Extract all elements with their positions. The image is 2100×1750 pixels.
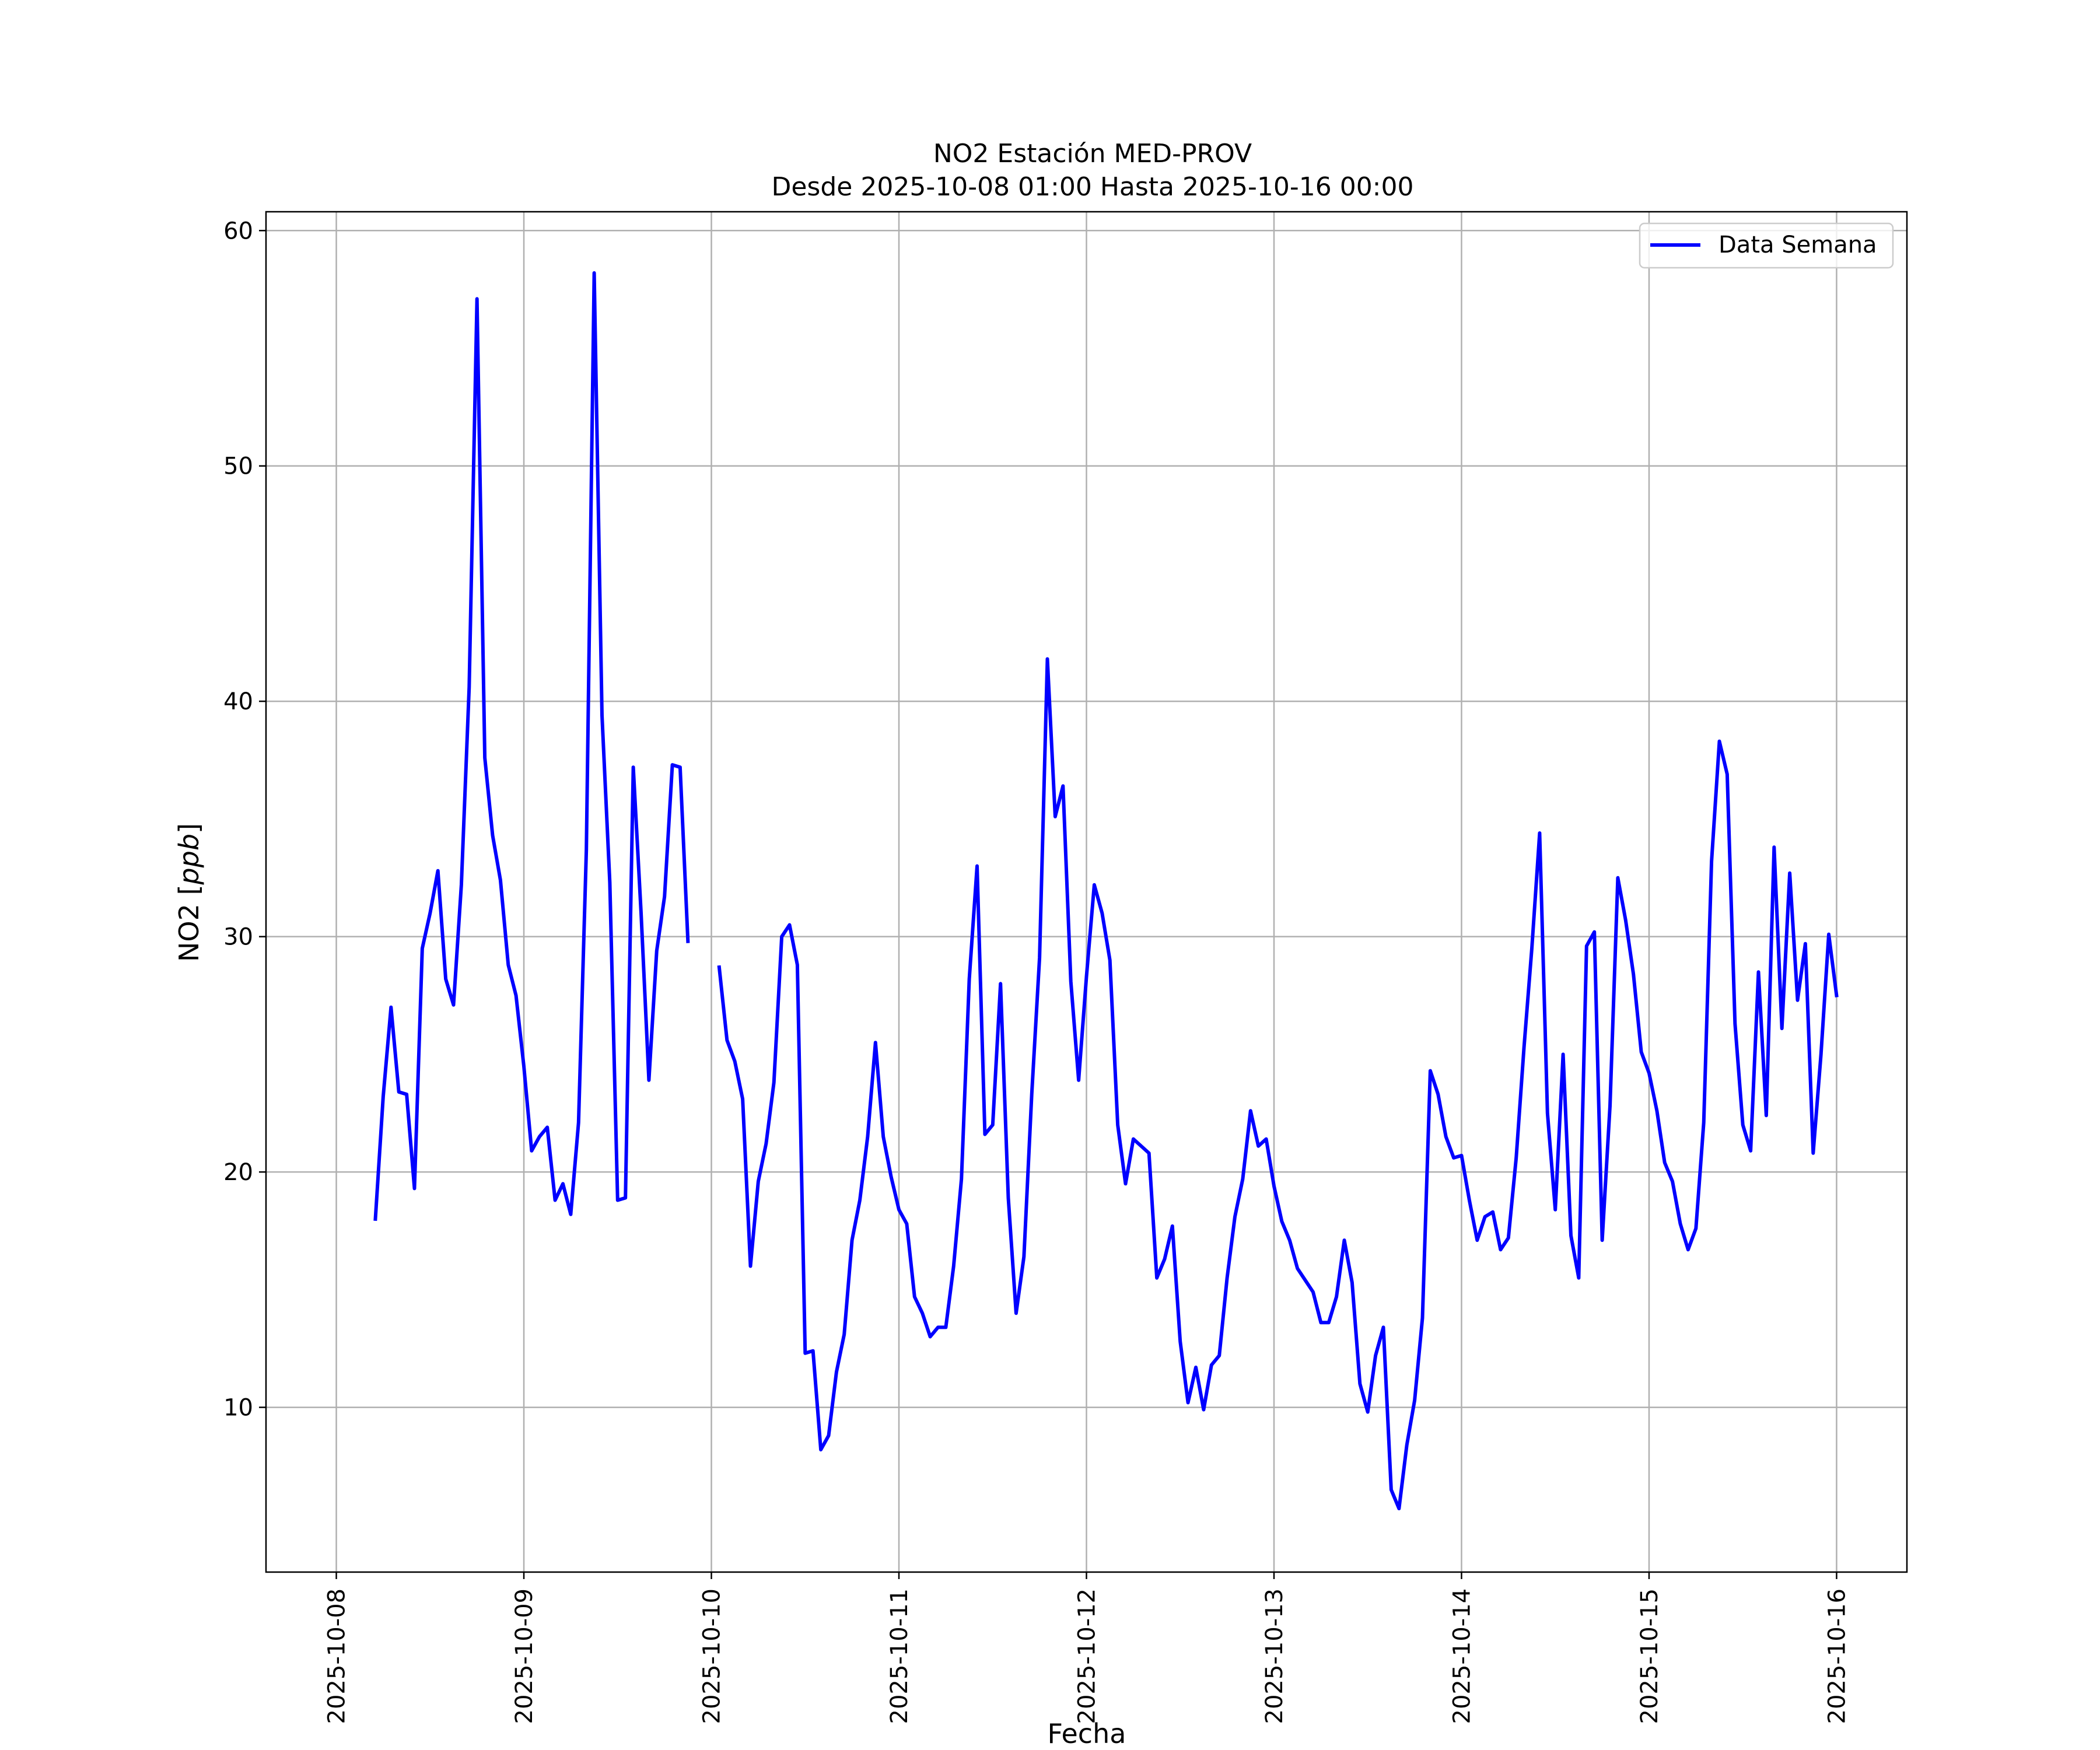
x-tick-label: 2025-10-13 — [1261, 1588, 1288, 1724]
x-tick-label: 2025-10-16 — [1824, 1588, 1850, 1724]
y-axis-label: NO2 [ppb] — [173, 823, 205, 962]
x-tick-label: 2025-10-08 — [324, 1588, 351, 1724]
chart-title: NO2 Estación MED-PROV — [933, 139, 1252, 169]
x-tick-label: 2025-10-09 — [511, 1588, 538, 1724]
x-tick-label: 2025-10-11 — [886, 1588, 913, 1724]
x-tick-label: 2025-10-12 — [1074, 1588, 1101, 1724]
y-tick-label: 40 — [223, 688, 253, 715]
x-axis-label: Fecha — [1048, 1718, 1126, 1749]
legend: Data Semana — [1639, 222, 1894, 269]
y-tick-label: 20 — [223, 1159, 253, 1186]
legend-label-data-semana: Data Semana — [1718, 232, 1877, 258]
x-tick-label: 2025-10-14 — [1448, 1588, 1475, 1724]
legend-box — [1639, 222, 1894, 269]
series-line-data-semana — [373, 271, 690, 1221]
x-tick-label: 2025-10-15 — [1636, 1588, 1663, 1724]
chart-subtitle: Desde 2025-10-08 01:00 Hasta 2025-10-16 … — [771, 172, 1413, 202]
series-line-data-semana — [717, 657, 1839, 1511]
series-data-semana — [373, 271, 1839, 1511]
y-tick-label: 60 — [223, 218, 253, 244]
x-axis-ticks: 2025-10-08 2025-10-09 2025-10-10 2025-10-11… — [324, 1572, 1850, 1724]
y-tick-label: 10 — [223, 1395, 253, 1422]
grid — [266, 212, 1907, 1572]
y-tick-label: 50 — [223, 453, 253, 480]
y-axis-ticks: 10 20 30 40 50 60 — [223, 218, 266, 1422]
x-tick-label: 2025-10-10 — [699, 1588, 726, 1724]
y-tick-label: 30 — [223, 924, 253, 951]
plot-frame — [265, 211, 1908, 1573]
